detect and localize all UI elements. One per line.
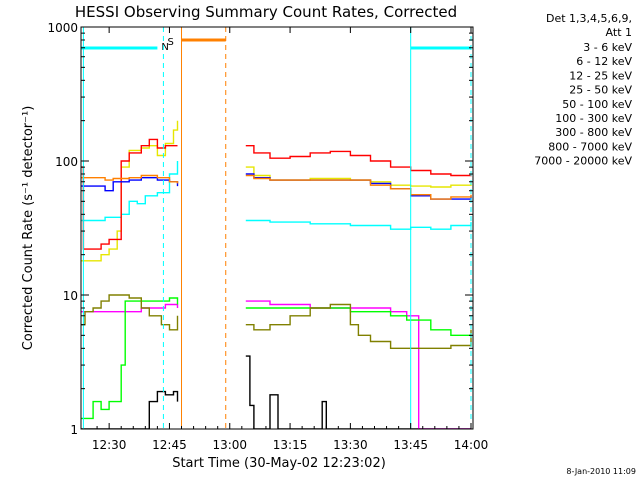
series-line: [81, 138, 178, 250]
x-tick-label: 14:00: [454, 438, 489, 452]
series-line: [245, 300, 471, 429]
x-tick-label: 13:00: [212, 438, 247, 452]
series-line: [245, 174, 472, 200]
x-axis: 12:30 12:45 13:00 13:15 13:30 13:45 14:00: [92, 27, 488, 452]
series-line: [81, 297, 179, 420]
x-tick-label: 12:45: [152, 438, 187, 452]
series-line: [245, 303, 472, 349]
state-bar-label: N: [161, 42, 168, 53]
series-line: [245, 355, 471, 429]
series-line: [245, 166, 472, 188]
legend-header-line2: Att 1: [606, 26, 632, 39]
legend-entry: 6 - 12 keV: [576, 55, 632, 68]
saa-bar-label: S: [168, 37, 174, 48]
legend-entry: 100 - 300 keV: [555, 112, 632, 125]
x-tick-label: 13:45: [393, 438, 428, 452]
legend-entry: 3 - 6 keV: [583, 41, 632, 54]
series-line: [81, 174, 179, 184]
series-layer: [81, 120, 472, 429]
series-line: [245, 219, 472, 230]
x-tick-label: 13:15: [273, 438, 308, 452]
legend-entry: 25 - 50 keV: [569, 84, 632, 97]
legend-entry: 300 - 800 keV: [555, 126, 632, 139]
series-line: [81, 161, 179, 222]
y-tick-label: 10: [63, 289, 78, 303]
overlay-layer: NS: [81, 27, 472, 429]
legend-entry: 7000 - 20000 keV: [534, 155, 632, 168]
x-axis-label: Start Time (30-May-02 12:23:02): [172, 456, 386, 471]
y-axis-label: Corrected Count Rate (s⁻¹ detector⁻¹): [21, 106, 36, 351]
series-line: [81, 294, 179, 331]
date-stamp: 8-Jan-2010 11:09: [566, 467, 636, 476]
y-axis: 1 10 100 1000: [47, 21, 473, 437]
legend-entry: 50 - 100 keV: [562, 98, 632, 111]
legend-entry: 12 - 25 keV: [569, 69, 632, 82]
series-line: [245, 145, 472, 177]
legend-header-line1: Det 1,3,4,5,6,9,: [546, 12, 632, 25]
series-line: [81, 120, 179, 262]
chart-title: HESSI Observing Summary Count Rates, Cor…: [75, 3, 457, 21]
legend-entry: 800 - 7000 keV: [548, 140, 632, 153]
series-line: [81, 303, 179, 313]
x-tick-label: 13:30: [333, 438, 368, 452]
y-tick-label: 1000: [47, 21, 78, 35]
x-tick-label: 12:30: [92, 438, 127, 452]
series-line: [81, 390, 179, 429]
y-tick-label: 100: [55, 155, 78, 169]
plot-frame: [80, 26, 474, 430]
y-tick-label: 1: [70, 423, 78, 437]
